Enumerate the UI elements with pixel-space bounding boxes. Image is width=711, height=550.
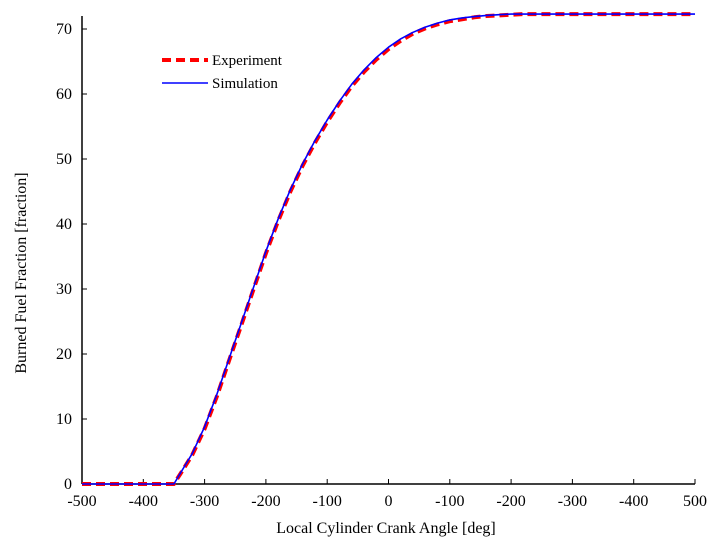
y-tick-label: 10 — [56, 411, 72, 428]
y-tick-label: 30 — [56, 281, 72, 298]
legend-label-experiment: Experiment — [212, 53, 283, 69]
x-tick-label: -100 — [435, 493, 464, 510]
x-tick-label: -100 — [313, 493, 342, 510]
legend-label-simulation: Simulation — [212, 76, 278, 92]
x-tick-label: -200 — [251, 493, 280, 510]
y-axis-title: Burned Fuel Fraction [fraction] — [13, 172, 30, 373]
x-tick-label: -400 — [129, 493, 158, 510]
x-tick-label: -300 — [190, 493, 219, 510]
x-tick-label: 0 — [385, 493, 393, 510]
x-tick-label: -200 — [496, 493, 525, 510]
y-tick-label: 60 — [56, 86, 72, 103]
axes — [81, 16, 695, 485]
legend: Experiment Simulation — [162, 53, 283, 92]
series-lines — [82, 12, 695, 486]
y-tick-label: 0 — [64, 476, 72, 493]
series-line-experiment — [82, 12, 695, 486]
y-tick-label: 70 — [56, 21, 72, 38]
y-tick-label: 40 — [56, 216, 72, 233]
x-tick-label: -500 — [67, 493, 96, 510]
x-tick-label: -300 — [558, 493, 587, 510]
x-tick-label: 500 — [683, 493, 707, 510]
x-axis-title: Local Cylinder Crank Angle [deg] — [276, 520, 496, 537]
series-line-simulation — [82, 13, 695, 485]
x-tick-label: -400 — [619, 493, 648, 510]
y-tick-label: 20 — [56, 346, 72, 363]
y-tick-label: 50 — [56, 151, 72, 168]
tick-labels: -500 -400 -300 -200 -100 0 -100 -200 -300 -400 500… — [56, 21, 707, 510]
